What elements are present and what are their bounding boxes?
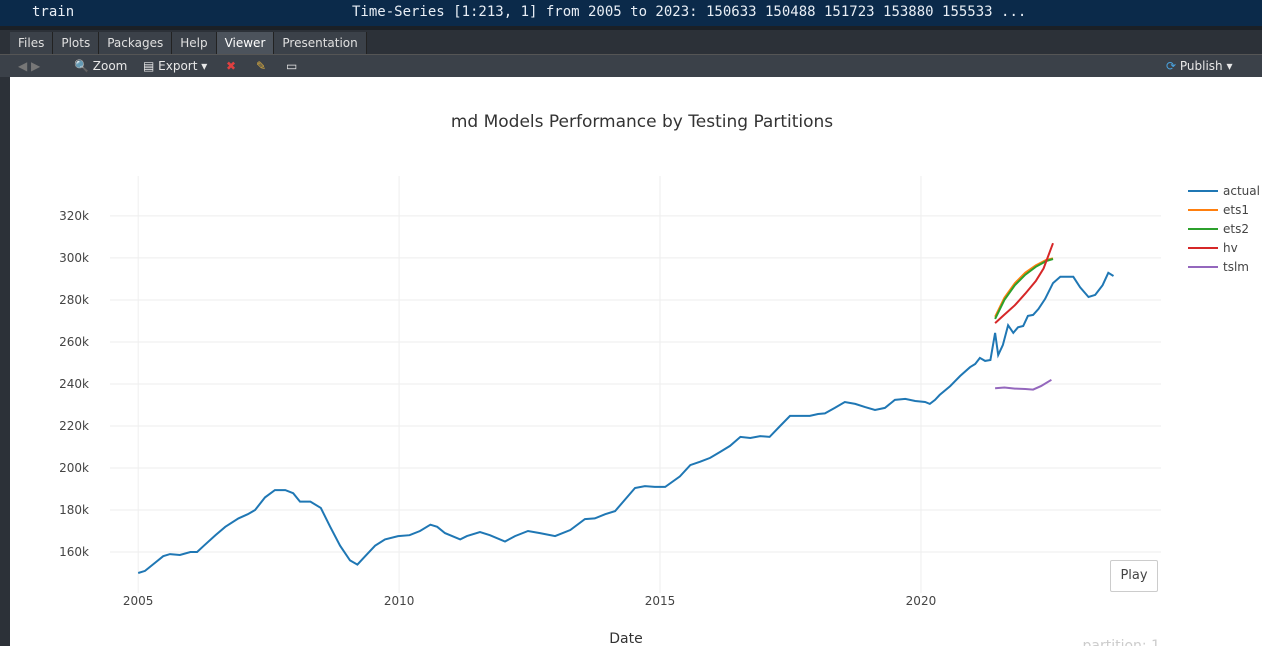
zoom-label: Zoom	[92, 59, 128, 73]
publish-label: Publish	[1179, 59, 1223, 73]
x-tick-label: 2020	[906, 594, 937, 608]
y-tick-label: 220k	[59, 419, 89, 433]
y-tick-label: 260k	[59, 335, 89, 349]
y-tick-label: 160k	[59, 545, 89, 559]
tab[interactable]: Packages	[99, 32, 173, 54]
tab-bar: Files Plots Packages Help Viewer Presentation	[0, 26, 1262, 54]
clear-button[interactable]: ✎	[256, 59, 267, 73]
legend-label: ets1	[1223, 203, 1249, 217]
x-axis-title: Date	[609, 631, 642, 646]
legend-label: tslm	[1223, 260, 1249, 274]
y-tick-label: 200k	[59, 461, 89, 475]
play-button[interactable]: Play	[1110, 560, 1158, 592]
series-line	[995, 378, 1052, 391]
y-tick-label: 300k	[59, 251, 89, 265]
zoom-button[interactable]: 🔍 Zoom	[74, 59, 128, 73]
x-tick-label: 2015	[645, 594, 676, 608]
export-label: Export	[158, 59, 198, 73]
export-button[interactable]: ▤ Export ▾	[143, 59, 208, 73]
remove-button[interactable]: ✖	[226, 59, 237, 73]
slider-label: partition: 1	[1083, 638, 1161, 646]
x-tick-label: 2010	[384, 594, 415, 608]
y-tick-label: 180k	[59, 503, 89, 517]
chart-title: md Models Performance by Testing Partiti…	[451, 112, 833, 132]
y-tick-label: 320k	[59, 209, 89, 223]
left-strip	[0, 77, 10, 646]
back-arrow[interactable]: ◀ ▶	[18, 59, 41, 73]
legend-label: actual	[1223, 184, 1260, 198]
y-tick-label: 240k	[59, 377, 89, 391]
legend-label: ets2	[1223, 222, 1249, 236]
tab[interactable]: Plots	[53, 32, 100, 54]
var-value: Time-Series [1:213, 1] from 2005 to 2023…	[352, 4, 1027, 20]
refresh-button[interactable]: ▭	[286, 59, 298, 73]
series-line	[137, 271, 1115, 574]
y-tick-label: 280k	[59, 293, 89, 307]
tab[interactable]: Help	[172, 32, 217, 54]
series-line	[994, 242, 1054, 324]
tab[interactable]: Viewer	[216, 32, 275, 54]
viewer	[10, 77, 1262, 646]
legend-label: hv	[1223, 241, 1238, 255]
tab[interactable]: Presentation	[274, 32, 367, 54]
console-bar: train Time-Series [1:213, 1] from 2005 t…	[0, 0, 1262, 26]
x-tick-label: 2005	[123, 594, 154, 608]
toolbar: ◀ ▶ 🔍 Zoom ▤ Export ▾ ✖ ✎ ▭ ⟳ Publish ▾	[0, 54, 1262, 77]
publish-button[interactable]: ⟳ Publish ▾	[1166, 59, 1233, 73]
tab[interactable]: Files	[10, 32, 54, 54]
var-name: train	[32, 4, 75, 20]
